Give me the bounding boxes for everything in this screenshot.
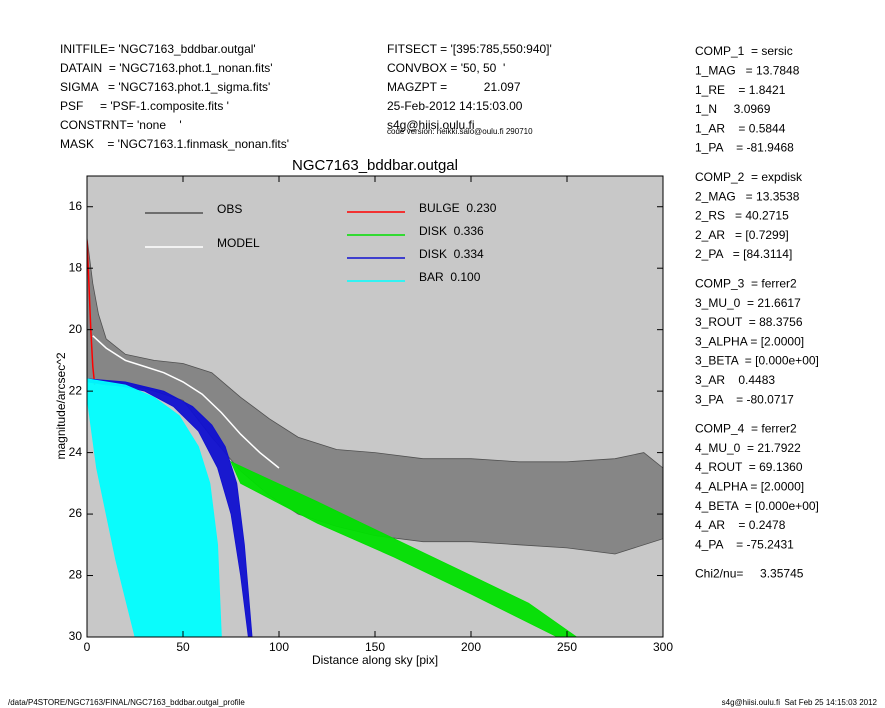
x-tick-label: 50 (176, 640, 190, 654)
y-tick-label: 18 (69, 260, 83, 274)
header-line: s4g@hiisi.oulu.fi (387, 118, 475, 132)
x-tick-label: 250 (557, 640, 577, 654)
parameter-line: 3_ALPHA = [2.0000] (695, 334, 804, 348)
series-area (87, 378, 253, 637)
code-version: code version: heikki.salo@oulu.fi 290710 (387, 127, 533, 136)
parameter-line: 3_PA = -80.0717 (695, 392, 794, 406)
footer-path: /data/P4STORE/NGC7163/FINAL/NGC7163_bddb… (8, 698, 245, 707)
parameter-line: 1_MAG = 13.7848 (695, 63, 800, 77)
header-line: SIGMA = 'NGC7163.phot.1_sigma.fits' (60, 80, 270, 94)
legend-label: MODEL (217, 236, 260, 250)
legend-label: BULGE 0.230 (419, 201, 497, 215)
parameter-line: 4_MU_0 = 21.7922 (695, 441, 801, 455)
x-tick-label: 0 (84, 640, 91, 654)
parameter-line: 4_AR = 0.2478 (695, 518, 786, 532)
parameter-line: 4_ROUT = 69.1360 (695, 460, 803, 474)
parameter-line: COMP_2 = expdisk (695, 170, 803, 184)
parameter-line: 4_ALPHA = [2.0000] (695, 479, 804, 493)
legend-label: OBS (217, 202, 242, 216)
header-line: DATAIN = 'NGC7163.phot.1_nonan.fits' (60, 61, 273, 75)
parameter-line: Chi2/nu= 3.35745 (695, 567, 804, 581)
y-tick-label: 20 (69, 322, 83, 336)
y-tick-label: 30 (69, 629, 83, 643)
header-line: MAGZPT = 21.097 (387, 80, 521, 94)
parameter-line: 4_PA = -75.2431 (695, 537, 794, 551)
x-tick-label: 300 (653, 640, 673, 654)
header-line: 25-Feb-2012 14:15:03.00 (387, 99, 523, 113)
y-tick-label: 24 (69, 445, 83, 459)
parameter-line: COMP_3 = ferrer2 (695, 276, 797, 290)
y-tick-label: 26 (69, 506, 83, 520)
chart-title: NGC7163_bddbar.outgal (292, 157, 458, 174)
header-line: MASK = 'NGC7163.1.finmask_nonan.fits' (60, 137, 289, 151)
x-tick-label: 150 (365, 640, 385, 654)
x-tick-label: 100 (269, 640, 289, 654)
series-area (230, 460, 578, 637)
legend-label: BAR 0.100 (419, 270, 481, 284)
parameter-line: 4_BETA = [0.000e+00] (695, 499, 819, 513)
x-axis-label: Distance along sky [pix] (312, 653, 438, 667)
plot-data (87, 237, 663, 637)
parameter-line: 1_N 3.0969 (695, 102, 771, 116)
x-tick-label: 200 (461, 640, 481, 654)
footer-stamp: s4g@hiisi.oulu.fi Sat Feb 25 14:15:03 20… (722, 698, 878, 707)
y-tick-label: 28 (69, 568, 83, 582)
parameter-line: COMP_4 = ferrer2 (695, 422, 797, 436)
header-line: PSF = 'PSF-1.composite.fits ' (60, 99, 229, 113)
header-line: INITFILE= 'NGC7163_bddbar.outgal' (60, 42, 256, 56)
parameter-line: 3_MU_0 = 21.6617 (695, 296, 801, 310)
series-area (87, 378, 222, 637)
parameter-line: 1_RE = 1.8421 (695, 83, 786, 97)
parameter-line: 1_AR = 0.5844 (695, 121, 786, 135)
legend-label: DISK 0.334 (419, 247, 484, 261)
parameter-line: COMP_1 = sersic (695, 44, 793, 58)
y-tick-label: 16 (69, 199, 83, 213)
parameter-line: 1_PA = -81.9468 (695, 141, 794, 155)
parameter-line: 3_BETA = [0.000e+00] (695, 354, 819, 368)
header-line: CONSTRNT= 'none ' (60, 118, 182, 132)
parameter-line: 2_AR = [0.7299] (695, 228, 789, 242)
header-line: FITSECT = '[395:785,550:940]' (387, 42, 552, 56)
header-line: CONVBOX = '50, 50 ' (387, 61, 505, 75)
parameter-line: 2_MAG = 13.3538 (695, 189, 800, 203)
parameter-line: 3_AR 0.4483 (695, 373, 775, 387)
parameter-line: 2_RS = 40.2715 (695, 209, 789, 223)
parameter-line: 3_ROUT = 88.3756 (695, 315, 803, 329)
parameter-line: 2_PA = [84.3114] (695, 247, 792, 261)
legend-label: DISK 0.336 (419, 224, 484, 238)
series-line (92, 335, 280, 469)
y-tick-label: 22 (69, 383, 83, 397)
y-axis-label: magnitude/arcsec^2 (54, 352, 68, 459)
